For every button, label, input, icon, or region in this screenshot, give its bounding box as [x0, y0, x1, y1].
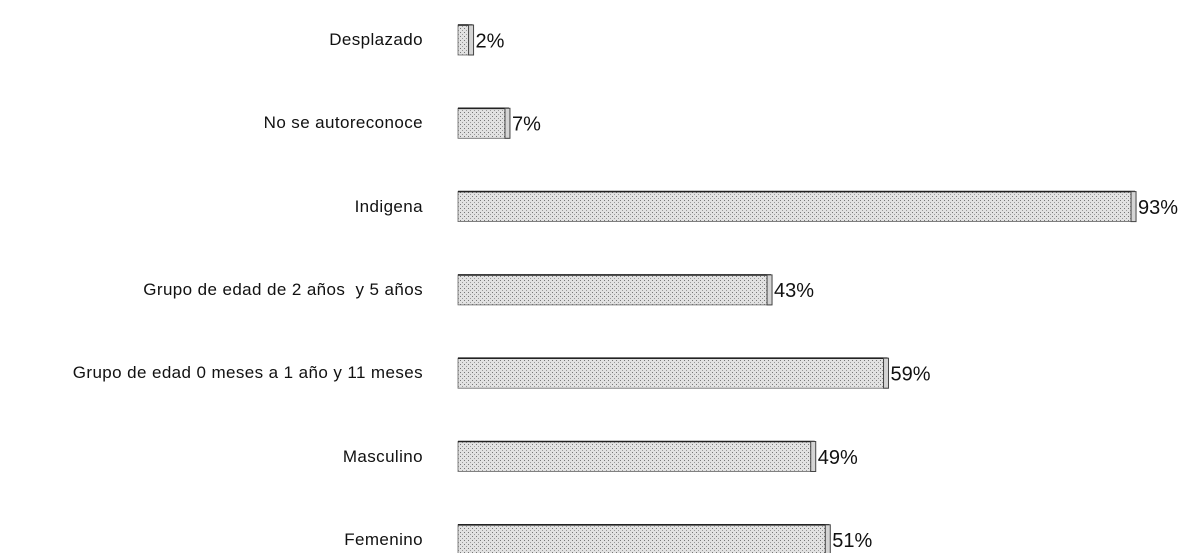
- bar-group: [457, 441, 816, 472]
- category-text: Grupo de edad de 2 años y 5 años: [143, 279, 423, 299]
- bar: [457, 107, 510, 139]
- category-label: No se autoreconoce: [0, 93, 423, 153]
- category-label: Masculino: [0, 427, 423, 487]
- bar-group: [457, 191, 1136, 223]
- category-text: No se autoreconoce: [263, 113, 423, 133]
- category-text: Grupo de edad 0 meses a 1 año y 11 meses: [72, 363, 423, 383]
- bar-side: [824, 524, 831, 553]
- bar-group: [457, 524, 830, 553]
- value-label: 7%: [512, 114, 541, 136]
- bar-side: [504, 107, 511, 139]
- bar-side: [1130, 191, 1137, 223]
- bar-side: [883, 357, 890, 389]
- value-label: 93%: [1138, 197, 1178, 219]
- bar-group: [457, 357, 888, 389]
- bar: [457, 191, 1136, 223]
- category-label: Indigena: [0, 177, 423, 237]
- value-label: 2%: [476, 30, 505, 52]
- value-label: 43%: [774, 280, 814, 302]
- category-label: Grupo de edad 0 meses a 1 año y 11 meses: [0, 343, 423, 403]
- bar: [457, 274, 772, 306]
- bar: [457, 441, 816, 472]
- category-label: Desplazado: [0, 10, 423, 70]
- category-label: Grupo de edad de 2 años y 5 años: [0, 260, 423, 320]
- category-text: Desplazado: [329, 30, 423, 49]
- category-text: Indigena: [354, 196, 423, 216]
- category-text: Femenino: [344, 529, 423, 549]
- bar-side: [766, 274, 773, 306]
- bar-side: [468, 24, 475, 56]
- value-label: 51%: [832, 530, 872, 552]
- bar-group: [457, 107, 510, 139]
- category-text: Masculino: [342, 446, 423, 466]
- value-label: 49%: [818, 447, 858, 469]
- bar-group: [457, 274, 772, 306]
- category-label: Femenino: [0, 510, 423, 553]
- bar: [457, 357, 888, 389]
- bar: [457, 524, 830, 553]
- bar-side: [810, 441, 817, 472]
- value-label: 59%: [891, 363, 931, 385]
